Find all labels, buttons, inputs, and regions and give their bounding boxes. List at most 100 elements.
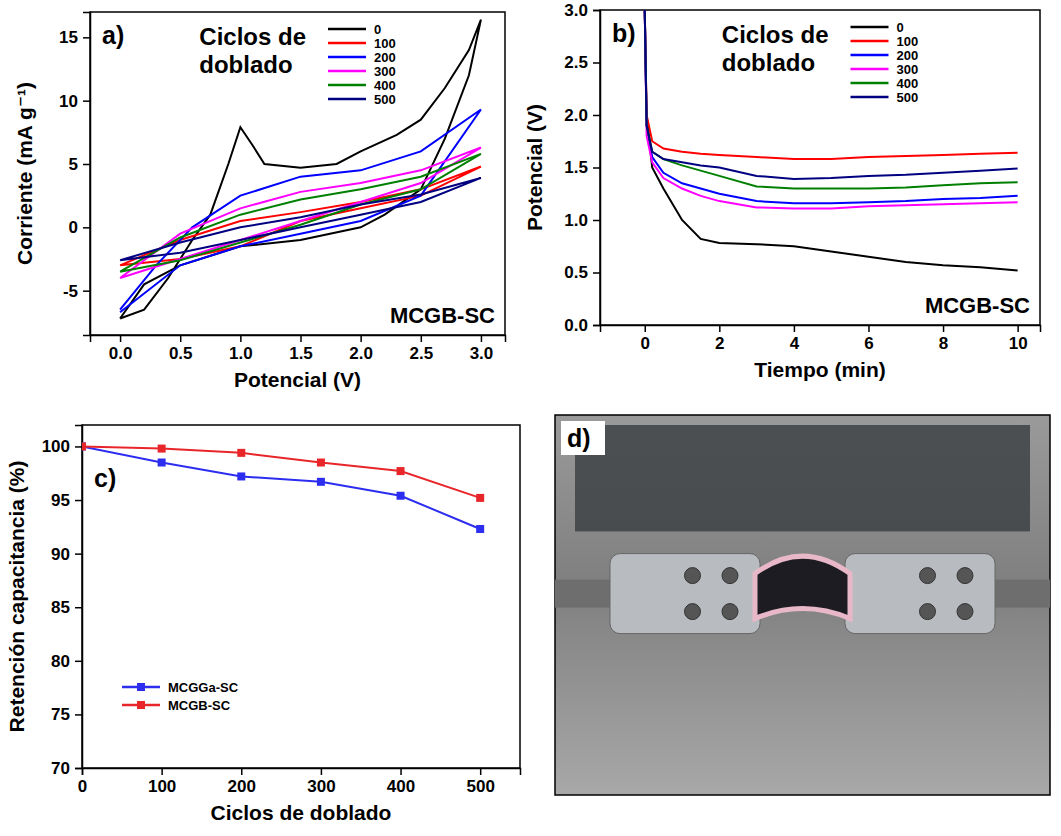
photo-screw: [722, 604, 738, 620]
x-tick-label: 0: [78, 777, 87, 796]
panel-label: a): [102, 21, 124, 49]
x-tick: 300: [307, 768, 335, 796]
x-tick-mark: [943, 325, 945, 332]
x-tick: 200: [228, 768, 256, 796]
legend-entry: 500: [851, 90, 919, 105]
y-tick: 95: [51, 491, 82, 510]
x-tick-mark: [644, 325, 646, 332]
series-marker: [82, 442, 86, 450]
y-axis-title: Potencial (V): [523, 104, 546, 231]
y-tick: -5: [63, 282, 90, 301]
x-tick-mark: [300, 335, 302, 342]
series-line: [645, 10, 1018, 203]
y-tick-label: 85: [51, 598, 70, 617]
x-tick: 1.0: [229, 335, 253, 363]
panel-label: c): [94, 464, 116, 492]
x-tick-mark: [161, 768, 163, 775]
legend-swatch: [851, 26, 889, 29]
y-axis-line: [593, 11, 601, 326]
x-tick: 0.0: [109, 335, 133, 363]
legend-entry: 300: [851, 62, 919, 77]
x-tick-label: 2.5: [409, 344, 433, 363]
series-line: [120, 154, 481, 272]
y-tick: 80: [51, 652, 82, 671]
x-tick-mark: [1017, 325, 1019, 332]
x-tick-label: 1.0: [229, 344, 253, 363]
legend: Ciclos dedoblado0100200300400500: [722, 20, 918, 105]
x-tick: 4: [790, 325, 800, 353]
series-marker: [237, 449, 245, 457]
legend: MCGGa-SC MCGB-SC: [122, 680, 239, 713]
legend-label: MCGGa-SC: [168, 680, 239, 695]
y-tick-label: 15: [59, 28, 78, 47]
y-axis-line: [75, 426, 83, 769]
x-tick-label: 4: [790, 334, 800, 353]
plot-data: [120, 20, 481, 319]
x-tick-label: 0.0: [109, 344, 133, 363]
panel-1: 02468100.00.51.01.52.02.53.0Tiempo (min)…: [523, 1, 1041, 381]
y-tick: 1.5: [564, 158, 600, 177]
x-axis-line: [91, 336, 506, 343]
y-tick-mark: [75, 553, 82, 555]
series-line: [120, 178, 481, 260]
x-tick-mark: [481, 335, 483, 342]
y-tick-label: 3.0: [564, 1, 588, 20]
legend-swatch: [328, 56, 366, 59]
x-tick: 500: [466, 768, 494, 796]
series-marker: [397, 492, 405, 500]
photo-screw: [920, 604, 936, 620]
series-marker: [158, 445, 166, 453]
x-tick-label: 6: [864, 334, 873, 353]
series-line: [645, 10, 1018, 159]
x-tick-label: 0: [641, 334, 650, 353]
y-tick-mark: [593, 115, 600, 117]
x-axis-title: Tiempo (min): [754, 358, 885, 381]
x-tick-label: 8: [939, 334, 948, 353]
legend-entry: 0: [851, 20, 904, 35]
legend-entry: 500: [328, 92, 396, 107]
y-axis-title: Retención capacitancia (%): [5, 461, 28, 733]
photo-screw: [957, 604, 973, 620]
legend-entry: MCGGa-SC: [122, 680, 239, 695]
series-line: [645, 10, 1018, 189]
series-marker: [476, 494, 484, 502]
legend-swatch: [328, 84, 366, 87]
y-tick: 3.0: [564, 1, 600, 20]
y-tick: 1.0: [564, 211, 600, 230]
legend-entry: MCGB-SC: [122, 698, 231, 713]
x-tick-mark: [360, 335, 362, 342]
photo-clamp: [610, 554, 760, 634]
annotation: MCGB-SC: [925, 293, 1030, 318]
x-tick-mark: [400, 768, 402, 775]
photo-instrument: [575, 425, 1030, 531]
panel-2: 0100200300400500707580859095100Ciclos de…: [5, 425, 521, 824]
series-marker: [397, 467, 405, 475]
legend-entry: 100: [851, 34, 919, 49]
photo-screw: [685, 604, 701, 620]
legend-label: 400: [374, 78, 396, 93]
legend-marker: [137, 683, 145, 691]
x-axis-line: [83, 769, 521, 776]
y-tick-mark: [75, 661, 82, 663]
y-axis: 0.00.51.01.52.02.53.0: [564, 1, 600, 335]
x-axis: 0246810: [601, 325, 1041, 353]
y-axis: -5051015: [59, 13, 90, 336]
y-tick-label: 0.0: [564, 316, 588, 335]
y-tick-label: 2.0: [564, 106, 588, 125]
x-tick: 100: [148, 768, 176, 796]
x-axis-title: Ciclos de doblado: [211, 801, 392, 824]
plot-data: [82, 442, 484, 533]
y-tick: 100: [42, 437, 82, 456]
figure: 0.00.51.01.52.02.53.0-5051015Potencial (…: [0, 0, 1061, 836]
photo-screw: [722, 568, 738, 584]
legend-swatch: [851, 96, 889, 99]
legend-label: 0: [374, 22, 381, 37]
legend-entry: 400: [851, 76, 919, 91]
legend-entry: 0: [328, 22, 381, 37]
legend-entry: 400: [328, 78, 396, 93]
legend-title: Ciclos dedoblado: [199, 23, 306, 78]
y-tick: 85: [51, 598, 82, 617]
panel-label-box: [561, 421, 605, 455]
panel-label: d): [567, 424, 591, 452]
plot-data: [645, 10, 1018, 270]
